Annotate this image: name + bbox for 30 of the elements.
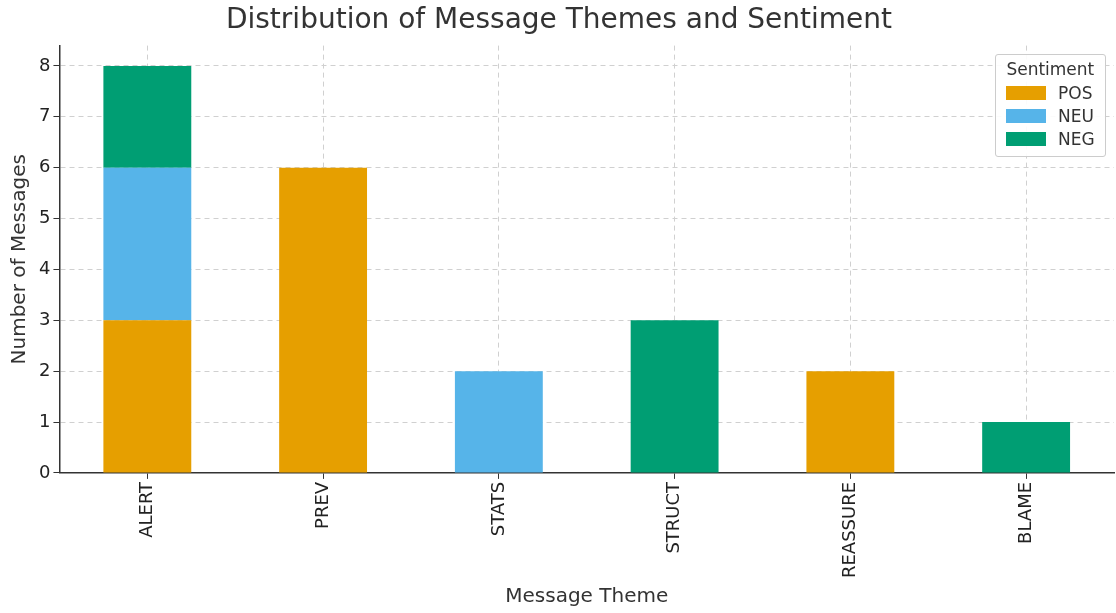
bar: [279, 167, 368, 473]
x-tick-label: PREV: [310, 481, 332, 529]
y-tick-label: 0: [39, 460, 51, 482]
legend-title: Sentiment: [1006, 58, 1095, 79]
y-tick-label: 5: [39, 206, 51, 228]
legend-label: NEG: [1058, 128, 1095, 149]
y-tick-label: 7: [39, 104, 51, 126]
x-tick-label: REASSURE: [838, 481, 860, 579]
bar: [103, 320, 192, 473]
bar: [454, 371, 543, 473]
x-tick-label: ALERT: [135, 480, 156, 538]
x-tick-label: STRUCT: [662, 480, 684, 554]
legend-label: POS: [1058, 82, 1093, 103]
y-axis-title: Number of Messages: [6, 154, 31, 365]
bar: [982, 422, 1071, 473]
y-tick-label: 4: [39, 257, 51, 279]
chart-title: Distribution of Message Themes and Sentiment: [225, 2, 893, 36]
x-tick-label: STATS: [486, 481, 508, 537]
y-tick-label: 6: [39, 155, 51, 177]
x-tick-label: BLAME: [1013, 481, 1035, 544]
y-tick-label: 8: [39, 53, 51, 75]
legend-label: NEU: [1058, 105, 1094, 126]
bar: [630, 320, 719, 473]
bar: [103, 167, 192, 321]
bar: [806, 371, 895, 473]
bar: [103, 65, 192, 168]
y-tick-label: 2: [39, 358, 51, 380]
y-tick-label: 3: [39, 307, 51, 329]
x-axis-title: Message Theme: [505, 583, 669, 608]
y-tick-label: 1: [39, 409, 51, 431]
